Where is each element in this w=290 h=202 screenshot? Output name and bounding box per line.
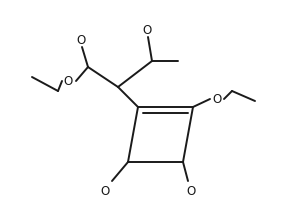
Text: O: O (142, 23, 152, 36)
Text: O: O (64, 75, 72, 88)
Text: O: O (76, 33, 86, 46)
Text: O: O (186, 185, 196, 198)
Text: O: O (100, 185, 110, 198)
Text: O: O (212, 93, 222, 106)
